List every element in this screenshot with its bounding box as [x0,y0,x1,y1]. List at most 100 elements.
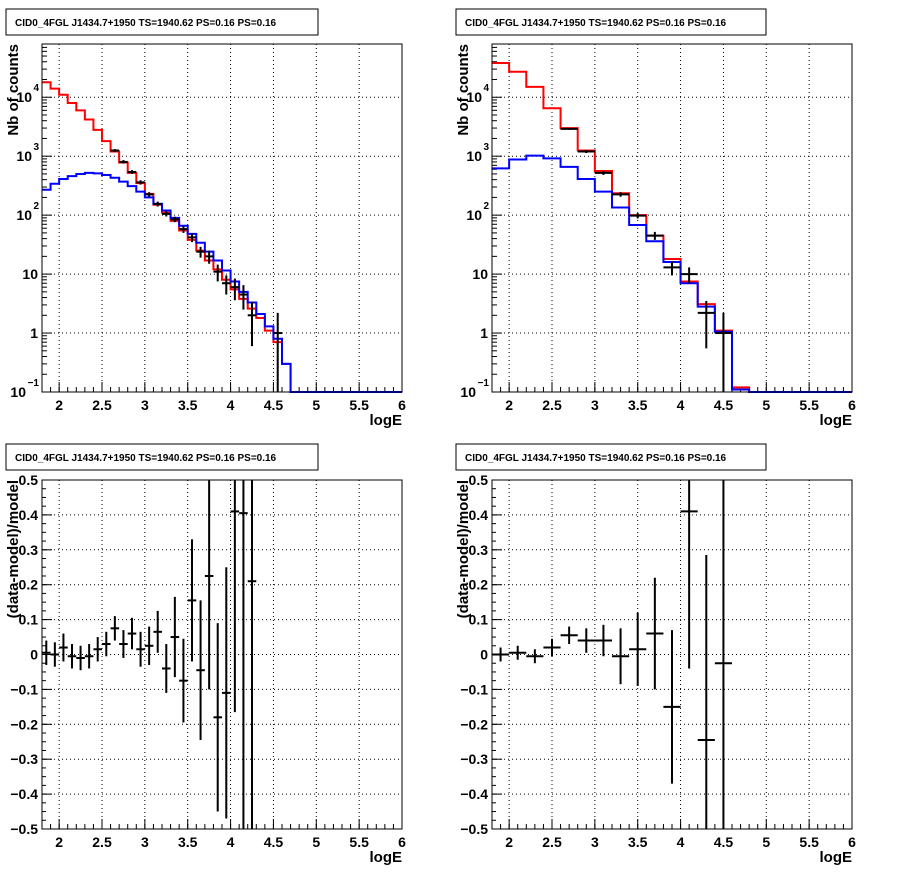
data-point [509,645,527,660]
x-tick-label: 4 [677,834,685,850]
data-point [127,617,137,650]
y-tick-label: −0.1 [460,681,488,697]
total-histogram-series [42,81,402,393]
y-tick-label: 10 [16,148,32,164]
data-point [247,301,257,347]
x-tick-label: 3 [591,834,599,850]
data-point [492,647,510,662]
x-tick-label: 3 [591,397,599,413]
data-point [594,624,612,657]
data-point [144,626,154,665]
x-tick-label: 5.5 [349,397,369,413]
y-tick-exponent: −1 [28,378,40,389]
x-tick-label: 4 [227,397,235,413]
data-point [93,637,102,662]
y-tick-label: −0.1 [10,681,38,697]
x-tick-label: 2.5 [542,397,562,413]
y-tick-label: 10 [472,266,488,282]
y-axis-title: (data-model)/model [455,480,472,618]
data-point [230,480,240,713]
data-point [153,201,162,207]
y-tick-label: 1 [30,325,38,341]
chart-panel-1: 2 2.5 3 3.5 4 4.5 5 5.5 6−110110210310410logENb … [5,8,406,429]
x-tick-label: 2 [55,834,63,850]
y-tick-exponent: 4 [33,83,39,94]
data-point [239,480,248,829]
chart-title: CID0_4FGL J1434.7+1950 TS=1940.62 PS=0.1… [15,18,277,29]
y-tick-label: 10 [16,89,32,105]
data-point [222,567,231,819]
y-tick-label: 0.4 [469,507,489,523]
data-point [59,633,68,662]
chart-title: CID0_4FGL J1434.7+1950 TS=1940.62 PS=0.1… [465,18,727,29]
data-point [67,644,77,669]
y-axis-title: (data-model)/model [5,480,22,618]
data-point [560,626,578,645]
data-point [577,628,595,653]
y-tick-exponent: 2 [483,201,489,212]
data-point [697,555,715,829]
y-tick-label: 10 [16,207,32,223]
data-point [560,127,578,130]
y-tick-label: 0.2 [19,577,39,593]
data-point [50,642,60,667]
x-tick-label: 3.5 [628,397,648,413]
data-point [594,171,612,175]
data-point [612,628,630,685]
data-point [162,644,171,693]
data-point [646,231,664,240]
title-box [5,443,319,471]
title-box [455,8,767,36]
plot-frame [491,479,853,830]
x-tick-label: 6 [848,834,856,850]
y-tick-label: 10 [466,148,482,164]
chart-panel-4: 2 2.5 3 3.5 4 4.5 5 5.5 6 −0.5 −0.4 −0.3 −0.2 −0.1 0 0.… [455,443,856,866]
y-tick-label: −0.4 [460,786,488,802]
data-point [222,275,231,295]
x-tick-label: 4.5 [264,397,284,413]
y-tick-label: 0 [480,647,488,663]
data-point [187,539,197,662]
x-tick-label: 3.5 [178,834,198,850]
y-tick-label: 10 [466,207,482,223]
x-tick-label: 2 [505,834,513,850]
y-tick-label: 0.1 [19,612,39,628]
data-point [543,638,561,657]
y-axis-title: Nb of counts [5,44,22,136]
x-tick-label: 5 [762,834,770,850]
x-tick-label: 4 [227,834,235,850]
x-tick-label: 3 [141,397,149,413]
data-point [204,250,214,264]
data-point [170,216,180,223]
data-point [144,192,154,197]
y-tick-exponent: 3 [33,142,39,153]
plot-frame [41,43,403,393]
x-tick-label: 3.5 [178,397,198,413]
chart-panel-2: 2 2.5 3 3.5 4 4.5 5 5.5 6−110110210310410logENb … [455,8,856,429]
x-tick-label: 5 [312,397,320,413]
x-tick-label: 4.5 [714,397,734,413]
x-tick-label: 4.5 [264,834,284,850]
x-tick-label: 6 [848,397,856,413]
data-point [187,233,197,243]
data-point [84,644,94,669]
data-point [629,213,647,219]
data-point [663,261,681,276]
data-point [196,246,205,258]
data-point [42,640,51,665]
y-tick-label: 0.2 [469,577,489,593]
data-point [680,480,698,669]
x-tick-label: 3 [141,834,149,850]
y-tick-label: 0.3 [469,542,489,558]
data-point [179,225,188,233]
x-tick-label: 2.5 [92,397,112,413]
x-tick-label: 5 [762,397,770,413]
y-tick-label: 10 [10,384,26,400]
y-tick-exponent: 2 [33,201,39,212]
x-tick-label: 5.5 [349,834,369,850]
y-tick-exponent: −1 [478,378,490,389]
x-tick-label: 5.5 [799,834,819,850]
x-axis-title: logE [370,412,403,429]
data-point [127,170,137,174]
